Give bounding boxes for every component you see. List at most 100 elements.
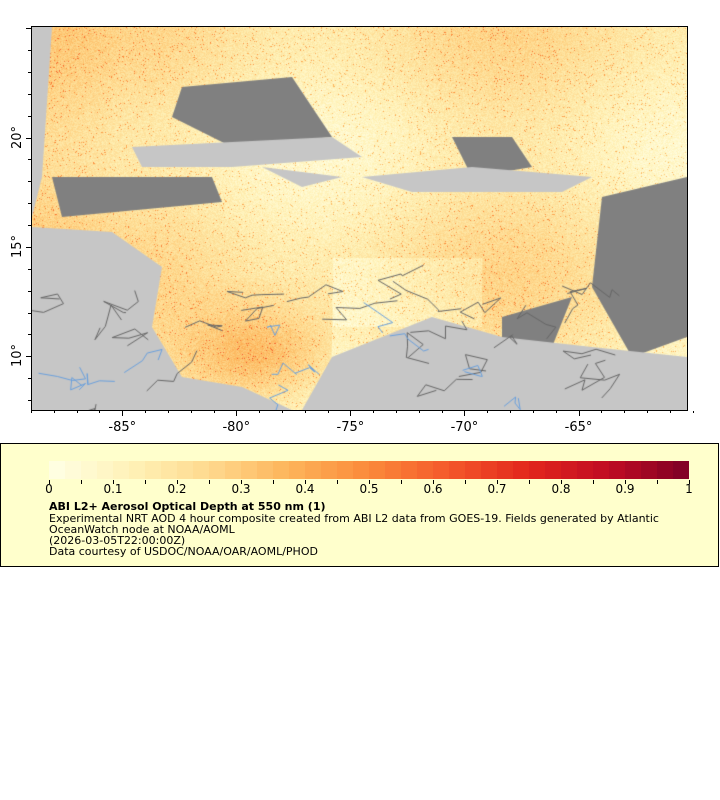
y-tick-label: 10° (10, 344, 26, 368)
colorbar-segment (289, 461, 305, 479)
colorbar-tick (465, 480, 466, 484)
legend-description-cont: OceanWatch node at NOAA/AOML (49, 523, 235, 536)
x-minor-tick (373, 411, 375, 413)
colorbar-segment (401, 461, 417, 479)
x-minor-tick (555, 411, 557, 413)
aod-map[interactable] (31, 26, 688, 411)
x-minor-tick (624, 411, 626, 413)
x-minor-tick (281, 411, 283, 413)
x-tick-label: -70° (450, 420, 479, 435)
colorbar-segment (113, 461, 129, 479)
x-minor-tick (53, 411, 55, 413)
y-tick (28, 50, 31, 52)
y-tick (28, 203, 31, 205)
colorbar-label: 1 (685, 482, 693, 496)
colorbar-label: 0.1 (103, 482, 123, 496)
colorbar-segment (81, 461, 97, 479)
colorbar-tick (145, 480, 146, 484)
x-tick (236, 411, 238, 416)
colorbar-tick (593, 480, 594, 484)
colorbar-segment (369, 461, 385, 479)
y-tick (28, 115, 31, 117)
y-tick (28, 268, 31, 270)
colorbar-segment (433, 461, 449, 479)
colorbar-segment (337, 461, 353, 479)
colorbar-segment (49, 461, 65, 479)
colorbar-segment (193, 461, 209, 479)
x-minor-tick (190, 411, 192, 413)
colorbar-label: 0.8 (551, 482, 571, 496)
colorbar-segment (273, 461, 289, 479)
colorbar-tick (497, 480, 498, 484)
x-minor-tick (692, 411, 694, 413)
colorbar-label: 0.5 (359, 482, 379, 496)
x-minor-tick (487, 411, 489, 413)
colorbar-segment (321, 461, 337, 479)
colorbar-tick (561, 480, 562, 484)
colorbar-segment (129, 461, 145, 479)
colorbar-tick (689, 480, 690, 484)
colorbar-segment (545, 461, 561, 479)
colorbar-label: 0.6 (423, 482, 443, 496)
y-tick (28, 290, 31, 292)
colorbar-label: 0.2 (167, 482, 187, 496)
colorbar-label: 0 (45, 482, 53, 496)
x-minor-tick (441, 411, 443, 413)
colorbar-segment (385, 461, 401, 479)
x-minor-tick (510, 411, 512, 413)
x-minor-tick (601, 411, 603, 413)
x-minor-tick (145, 411, 147, 413)
colorbar-segment (657, 461, 673, 479)
colorbar-tick (401, 480, 402, 484)
colorbar-segment (609, 461, 625, 479)
x-minor-tick (167, 411, 169, 413)
colorbar-tick (433, 480, 434, 484)
colorbar-segment (625, 461, 641, 479)
x-tick (578, 411, 580, 416)
legend-description: Experimental NRT AOD 4 hour composite cr… (49, 512, 659, 525)
x-minor-tick (99, 411, 101, 413)
x-tick-label: -75° (336, 420, 365, 435)
y-tick (28, 378, 31, 380)
y-tick (28, 334, 31, 336)
x-minor-tick (532, 411, 534, 413)
colorbar-tick (113, 480, 114, 484)
x-minor-tick (350, 411, 352, 413)
colorbar-tick (273, 480, 274, 484)
colorbar-label: 0.9 (615, 482, 635, 496)
legend-panel: 0 0.1 0.2 0.3 0.4 0.5 0.6 0.7 0.8 0.9 1 ABI L2+ Ae… (0, 443, 719, 567)
colorbar-segment (161, 461, 177, 479)
y-tick (28, 159, 31, 161)
x-minor-tick (669, 411, 671, 413)
aod-map-image (32, 27, 687, 410)
colorbar-segment (97, 461, 113, 479)
y-tick (28, 93, 31, 95)
colorbar-tick (209, 480, 210, 484)
x-tick-label: -80° (222, 420, 251, 435)
x-minor-tick (259, 411, 261, 413)
colorbar-tick (369, 480, 370, 484)
colorbar-segment (465, 461, 481, 479)
y-tick-label: 20° (10, 125, 26, 149)
colorbar-segment (305, 461, 321, 479)
colorbar-segment (577, 461, 593, 479)
colorbar-segment (417, 461, 433, 479)
colorbar-segment (65, 461, 81, 479)
colorbar (49, 461, 689, 479)
x-minor-tick (31, 411, 32, 413)
y-tick (26, 246, 31, 248)
colorbar-tick (337, 480, 338, 484)
y-tick (26, 28, 31, 30)
x-minor-tick (213, 411, 215, 413)
x-tick-label: -85° (108, 420, 137, 435)
colorbar-segment (513, 461, 529, 479)
y-tick (28, 71, 31, 73)
colorbar-tick (529, 480, 530, 484)
y-tick (26, 137, 31, 139)
colorbar-label: 0.4 (295, 482, 315, 496)
colorbar-tick (625, 480, 626, 484)
x-minor-tick (418, 411, 420, 413)
colorbar-tick (305, 480, 306, 484)
legend-title: ABI L2+ Aerosol Optical Depth at 550 nm … (49, 500, 326, 513)
y-tick (28, 400, 31, 402)
